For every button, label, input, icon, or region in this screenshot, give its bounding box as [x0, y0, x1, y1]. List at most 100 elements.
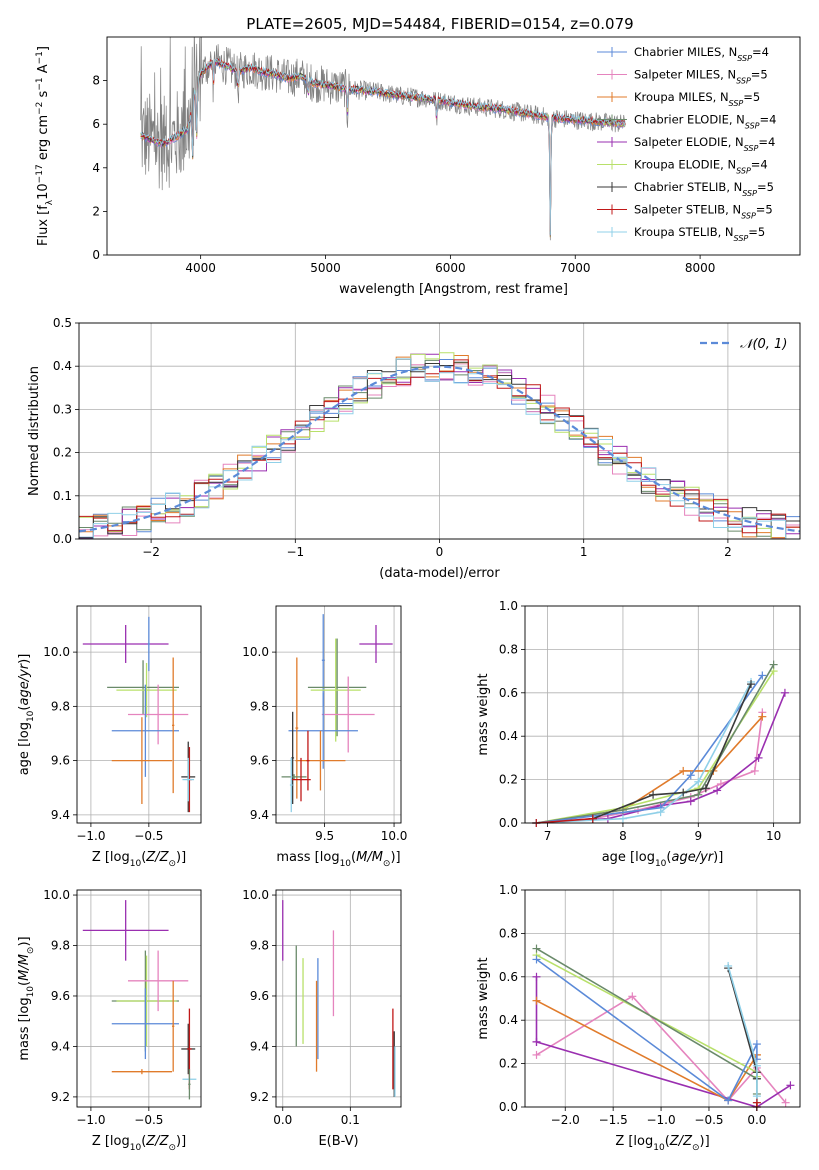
weight-point-marker	[724, 961, 733, 970]
label-part: )]	[17, 936, 32, 946]
x-axis-label: Z [log10(Z/Z⊙)]	[92, 850, 186, 869]
x-tick-label: 0.1	[341, 1113, 360, 1127]
legend-text: Kroupa STELIB, N	[634, 225, 734, 239]
weight-series-line	[535, 976, 791, 1108]
weight-point-marker	[618, 814, 627, 823]
label-part: Z [log	[92, 1134, 130, 1149]
y-axis-label: Normed distribution	[27, 366, 42, 496]
weight-point-marker	[532, 955, 541, 964]
legend-tail: =4	[751, 158, 768, 172]
legend-entry: Chabrier MILES, NSSP=4	[634, 45, 769, 63]
x-tick-label: 9.5	[315, 829, 334, 843]
weight-series-line	[592, 683, 752, 820]
legend-text: Salpeter ELODIE, N	[634, 135, 744, 149]
label-part: )]	[700, 1134, 710, 1149]
y-tick-label: 9.8	[250, 939, 269, 953]
label-part: )]	[713, 850, 723, 865]
axes-frame	[524, 605, 801, 824]
x-tick-label: 8	[619, 829, 627, 843]
x-tick-label: 1	[580, 545, 588, 559]
mass-vs-Z-panel: −1.0 −0.59.29.49.69.810.0Z [log10(Z/Z⊙)]m…	[17, 888, 202, 1153]
label-part: )]	[176, 1134, 186, 1149]
axes-frame	[76, 889, 202, 1108]
legend-text: Kroupa ELODIE, N	[634, 158, 736, 172]
y-tick-label: 9.4	[51, 1039, 70, 1053]
legend-tail: =4	[758, 135, 775, 149]
weight-point-marker	[713, 786, 722, 795]
errorbar-point	[182, 757, 195, 802]
label-part: age/yr	[671, 850, 714, 865]
weight-point-marker	[532, 972, 541, 981]
legend-sub: SSP	[745, 121, 760, 130]
weight-vs-Z-panel: −2.0 −1.5 −1.0 −0.5 0.0 0.0 0.2 0.4 0.6 0.8 1.0 Z […	[476, 883, 801, 1153]
weight-point-marker	[532, 1050, 541, 1059]
label-part: ⊙	[692, 1143, 700, 1153]
weight-series-line	[536, 817, 593, 824]
y-tick-label: 9.4	[250, 808, 269, 822]
x-tick-label: 10	[766, 829, 781, 843]
errorbar-point	[310, 638, 361, 742]
axes-frame	[275, 889, 402, 1108]
x-tick-label: 4000	[185, 261, 216, 275]
legend-text: Chabrier MILES, N	[634, 45, 737, 59]
weight-point-marker	[649, 790, 658, 799]
x-axis-label: Z [log10(Z/Z⊙)]	[615, 1134, 709, 1153]
x-tick-label: −1.0	[76, 1113, 105, 1127]
legend-entry: Kroupa MILES, NSSP=5	[634, 90, 760, 108]
label-part: E(B-V)	[318, 1134, 358, 1149]
x-axis-label: (data-model)/error	[379, 566, 500, 581]
legend-text: Chabrier STELIB, N	[634, 180, 742, 194]
y-tick-label: 9.4	[250, 1039, 269, 1053]
spectrum-plot-area	[140, 37, 626, 241]
y-tick-label: 0.4	[53, 359, 72, 373]
legend-tail: =4	[760, 113, 777, 127]
label-part: −1	[35, 77, 45, 90]
y-tick-label: 0.2	[53, 446, 72, 460]
x-tick-label: −1	[286, 545, 304, 559]
spectrum-panel: 4000 5000 6000 7000 8000 0 2 4 6 8 Chabrier MILES,…	[35, 36, 801, 297]
label-part: mass weight	[476, 673, 491, 755]
weight-series-line	[536, 999, 758, 1102]
weight-point-marker	[656, 808, 665, 817]
y-tick-label: 10.0	[43, 888, 70, 902]
legend-sub: SSP	[736, 166, 751, 175]
weight-point-marker	[786, 1081, 795, 1090]
label-part: A	[36, 64, 51, 77]
x-axis-label: mass [log10(M/M⊙)]	[276, 850, 400, 869]
x-tick-label: −0.5	[694, 1113, 723, 1127]
x-tick-label: −2	[142, 545, 160, 559]
label-part: (data-model)/error	[379, 566, 500, 581]
weight-point-marker	[750, 766, 759, 775]
errorbar-point	[111, 717, 173, 805]
errorbar-point	[127, 684, 189, 745]
errorbar-point	[321, 676, 375, 753]
y-tick-label: 9.2	[250, 1090, 269, 1104]
x-axis-label: E(B-V)	[318, 1134, 358, 1149]
label-part: Flux [f	[36, 205, 51, 246]
y-tick-label: 4	[92, 161, 100, 175]
label-part: mass weight	[476, 957, 491, 1039]
label-part: Z/Z	[145, 1134, 169, 1149]
x-tick-label: 9	[694, 829, 702, 843]
errorbar-point	[82, 624, 169, 663]
label-part: ⊙	[168, 859, 176, 869]
residual-histogram	[79, 358, 800, 540]
label-part: (	[141, 1134, 146, 1149]
weight-series-line	[536, 674, 763, 824]
mass-vs-EBV-panel: 0.0 0.1 9.2 9.4 9.6 9.8 10.0 E(B-V)	[242, 888, 402, 1149]
legend-text: Salpeter MILES, N	[634, 68, 736, 82]
residuals-panel: −2 −1 0 1 2 0.0 0.1 0.2 0.3 0.4 0.5 𝒩(0, 1) (data-mo…	[27, 316, 801, 581]
y-tick-label: 1.0	[499, 599, 518, 613]
weight-point-marker	[532, 944, 541, 953]
weight-point-marker	[758, 712, 767, 721]
weight-point-marker	[588, 814, 597, 823]
y-tick-label: 9.6	[250, 754, 269, 768]
label-part: (	[141, 850, 146, 865]
legend-sub: SSP	[729, 99, 744, 108]
weight-point-marker	[628, 992, 637, 1001]
y-tick-label: 0.0	[499, 1100, 518, 1114]
errorbar-point	[116, 955, 177, 1047]
weight-point-marker	[694, 777, 703, 786]
